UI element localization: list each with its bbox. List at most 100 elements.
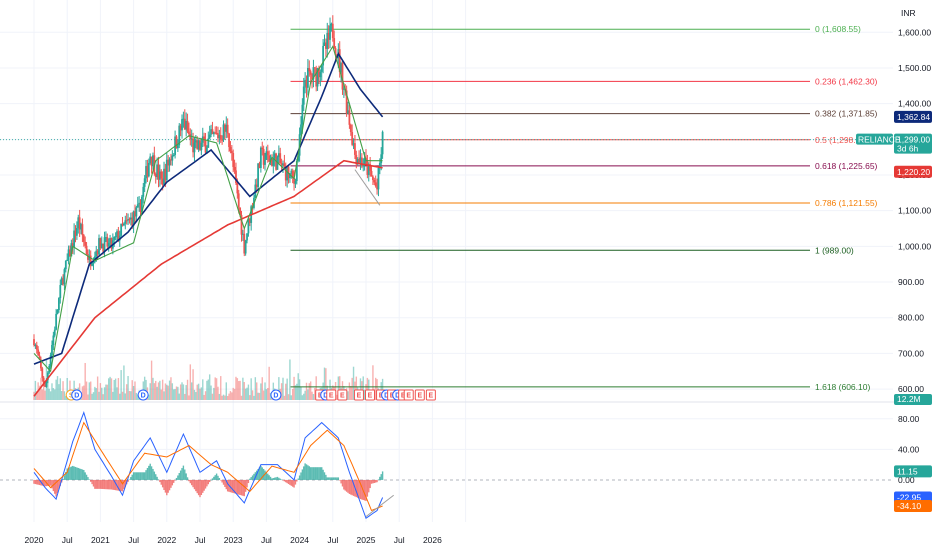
volume-bar bbox=[250, 378, 252, 400]
macd-histogram-bar bbox=[196, 479, 198, 494]
price-candle bbox=[221, 139, 224, 141]
price-candle bbox=[199, 140, 201, 151]
price-candle bbox=[176, 145, 179, 149]
price-candle bbox=[64, 260, 67, 270]
earnings-marker-label: E bbox=[340, 393, 345, 400]
volume-tag-bg bbox=[894, 394, 932, 405]
volume-bar bbox=[149, 383, 151, 400]
macd-histogram-bar bbox=[350, 479, 352, 495]
macd-histogram-bar bbox=[98, 479, 100, 489]
price-axis-tick: 1,000.00 bbox=[898, 241, 931, 251]
macd-histogram-bar bbox=[224, 479, 226, 487]
macd-histogram-bar bbox=[269, 476, 272, 480]
volume-bar bbox=[87, 394, 89, 400]
fib-level-label: 0.236 (1,462.30) bbox=[815, 76, 878, 86]
price-candle bbox=[370, 170, 373, 177]
macd-histogram-bar bbox=[222, 479, 225, 485]
volume-bar bbox=[189, 364, 192, 400]
earnings-marker-label: E bbox=[368, 393, 373, 400]
price-candle bbox=[284, 166, 287, 181]
macd-histogram-bar bbox=[112, 479, 114, 490]
macd-histogram-bar bbox=[159, 479, 161, 483]
volume-bar bbox=[268, 366, 270, 400]
price-candle bbox=[52, 335, 55, 345]
volume-bar bbox=[238, 381, 240, 400]
price-candle bbox=[219, 135, 222, 140]
price-candle bbox=[143, 178, 146, 187]
volume-bar bbox=[351, 377, 353, 400]
volume-bar bbox=[309, 381, 312, 400]
macd-histogram-bar bbox=[293, 479, 295, 488]
macd-histogram-bar bbox=[123, 479, 125, 490]
price-candle bbox=[322, 45, 325, 66]
price-candle bbox=[349, 124, 352, 133]
price-candle bbox=[100, 243, 103, 249]
dividend-marker bbox=[270, 389, 282, 401]
price-candle bbox=[156, 164, 159, 178]
price-candle bbox=[367, 164, 370, 175]
volume-bar bbox=[218, 393, 221, 400]
macd-histogram-bar bbox=[202, 479, 204, 493]
macd-tag-bg bbox=[894, 500, 932, 513]
macd-histogram-bar bbox=[145, 470, 147, 480]
volume-bar bbox=[156, 386, 158, 400]
macd-histogram-bar bbox=[137, 472, 139, 480]
macd-histogram-bar bbox=[88, 479, 91, 480]
dividend-marker bbox=[71, 389, 83, 401]
macd-histogram-bar bbox=[251, 475, 254, 480]
price-candle bbox=[228, 133, 230, 148]
price-candle bbox=[320, 65, 323, 72]
volume-bar bbox=[179, 384, 182, 400]
fib-level-label: 0 (1,608.55) bbox=[815, 24, 861, 34]
fib-level-label: 0.382 (1,371.85) bbox=[815, 109, 878, 119]
macd-histogram-bar bbox=[90, 479, 92, 482]
price-candle bbox=[241, 233, 244, 235]
volume-bar bbox=[283, 395, 286, 400]
macd-histogram-bar bbox=[174, 479, 176, 481]
macd-histogram-bar bbox=[217, 475, 219, 480]
volume-bar bbox=[239, 380, 241, 400]
volume-bar bbox=[137, 394, 139, 400]
macd-histogram-bar bbox=[110, 479, 113, 490]
macd-histogram-bar bbox=[372, 479, 374, 484]
price-candle bbox=[110, 238, 113, 249]
price-candle bbox=[378, 163, 381, 168]
price-axis-tick: 900.00 bbox=[898, 277, 924, 287]
volume-bar bbox=[153, 383, 156, 400]
macd-histogram-bar bbox=[215, 473, 218, 480]
volume-bar bbox=[280, 383, 283, 400]
fibonacci-retracement[interactable]: 0 (1,608.55) 0.236 (1,462.30) 0.382 (1,371… bbox=[0, 24, 893, 392]
price-candle bbox=[125, 220, 128, 222]
macd-histogram-bar bbox=[155, 474, 157, 480]
volume-bar bbox=[363, 389, 366, 400]
price-candle bbox=[190, 138, 193, 140]
price-candle bbox=[265, 151, 268, 160]
macd-histogram-bar bbox=[127, 479, 129, 482]
price-candle bbox=[327, 32, 330, 40]
volume-bar bbox=[253, 395, 255, 400]
price-candle bbox=[62, 278, 64, 285]
volume-bar bbox=[301, 395, 304, 400]
volume-bar bbox=[210, 385, 212, 400]
price-candle bbox=[188, 131, 190, 135]
volume-bar bbox=[265, 389, 268, 400]
volume-bar bbox=[352, 366, 355, 400]
macd-histogram-bar bbox=[325, 474, 327, 480]
volume-bar bbox=[108, 378, 110, 400]
volume-bar bbox=[145, 379, 147, 400]
volume-bar bbox=[186, 379, 189, 400]
macd-histogram-bar bbox=[47, 479, 49, 486]
macd-histogram-bar bbox=[157, 479, 160, 480]
macd-histogram-bar bbox=[142, 472, 144, 480]
volume-bar bbox=[117, 378, 120, 400]
volume-bar bbox=[182, 384, 185, 400]
macd-histogram-bar bbox=[218, 478, 221, 480]
price-candle bbox=[248, 218, 251, 223]
time-axis[interactable]: 2020 Jul 2021 Jul 2022 Jul 2023 Jul 2024 Jul 2025 J… bbox=[25, 535, 443, 545]
macd-histogram-bar bbox=[114, 479, 117, 491]
earnings-marker-label: E bbox=[401, 393, 406, 400]
price-candle bbox=[295, 160, 298, 182]
volume-bar bbox=[63, 391, 66, 400]
macd-histogram-bar bbox=[55, 479, 57, 497]
